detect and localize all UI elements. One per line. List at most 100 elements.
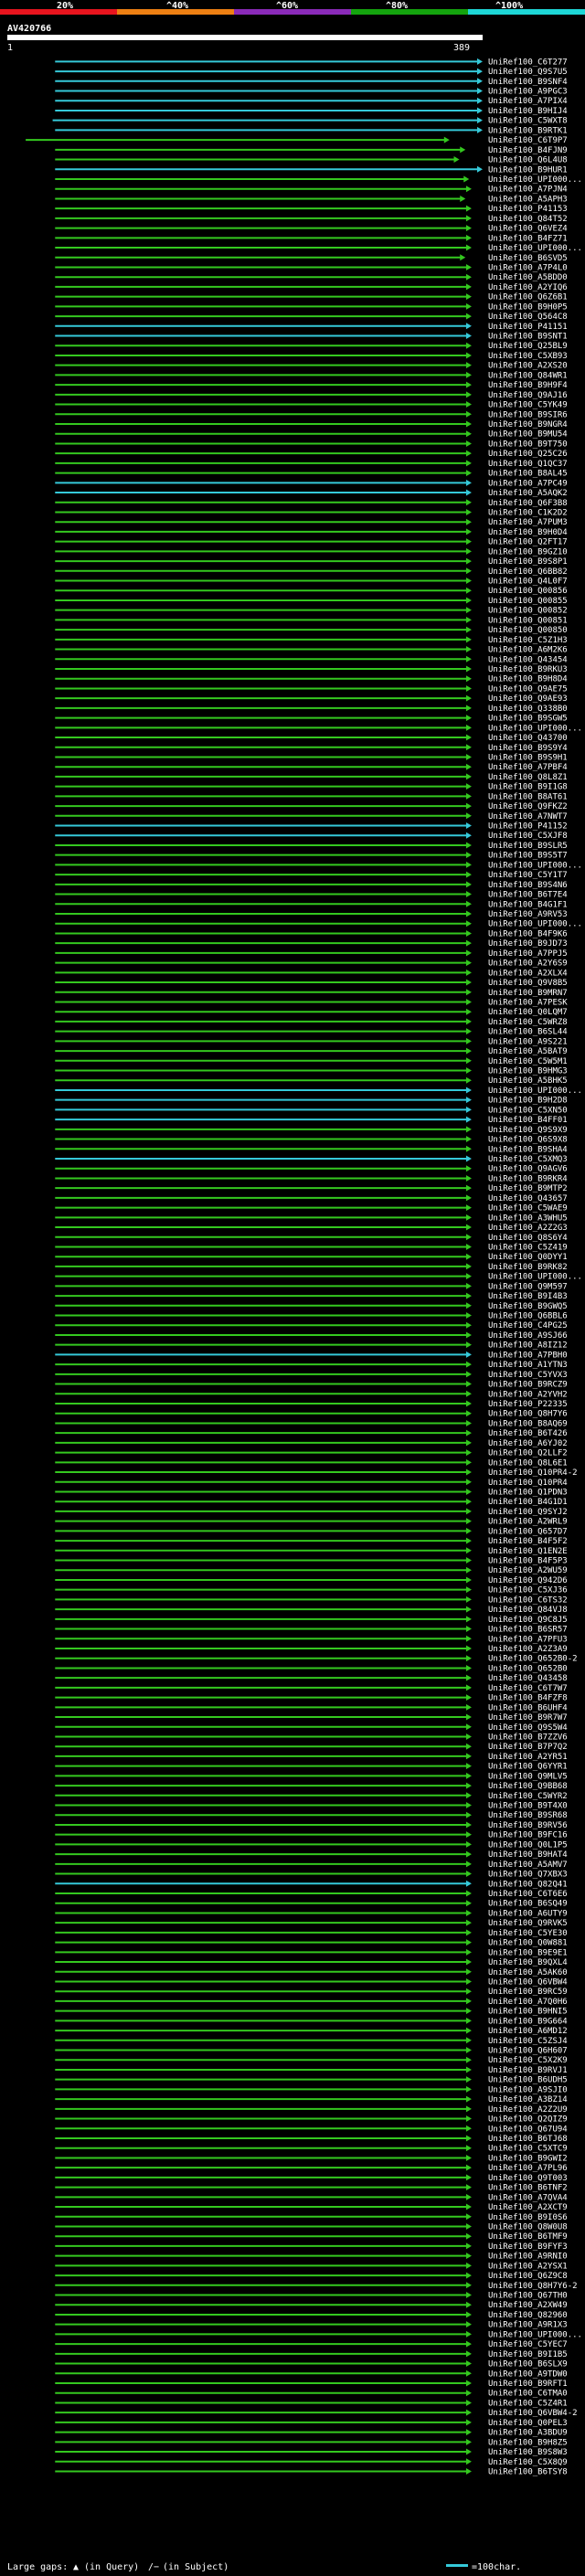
hit-label[interactable]: UniRef100_B8AL45: [488, 470, 568, 479]
hit-label[interactable]: UniRef100_B9RC59: [488, 1988, 568, 1997]
hit-label[interactable]: UniRef100_B9I4B3: [488, 1292, 568, 1301]
hit-label[interactable]: UniRef100_B9RFT1: [488, 2380, 568, 2389]
hit-label[interactable]: UniRef100_B4G1D1: [488, 1498, 568, 1507]
hit-label[interactable]: UniRef100_Q338B0: [488, 705, 568, 714]
hit-label[interactable]: UniRef100_B8AQ69: [488, 1419, 568, 1428]
hit-label[interactable]: UniRef100_Q9AJ16: [488, 391, 568, 400]
hit-label[interactable]: UniRef100_B6TNF2: [488, 2184, 568, 2193]
hit-label[interactable]: UniRef100_Q942D6: [488, 1576, 568, 1585]
hit-label[interactable]: UniRef100_B9HNI5: [488, 2008, 568, 2017]
hit-label[interactable]: UniRef100_P41151: [488, 323, 568, 332]
hit-label[interactable]: UniRef100_C5YK49: [488, 401, 568, 410]
hit-label[interactable]: UniRef100_B9HMG3: [488, 1067, 568, 1076]
hit-label[interactable]: UniRef100_Q6VEZ4: [488, 225, 568, 234]
hit-label[interactable]: UniRef100_B9S5T7: [488, 852, 568, 861]
hit-label[interactable]: UniRef100_A5AK60: [488, 1968, 568, 1977]
hit-label[interactable]: UniRef100_UPI000...: [488, 724, 582, 733]
hit-label[interactable]: UniRef100_Q657D7: [488, 1527, 568, 1536]
hit-label[interactable]: UniRef100_B9H2D8: [488, 1097, 568, 1106]
hit-label[interactable]: UniRef100_Q2QIZ9: [488, 2115, 568, 2125]
hit-label[interactable]: UniRef100_Q652B0-2: [488, 1655, 578, 1664]
hit-label[interactable]: UniRef100_B9H0P5: [488, 302, 568, 312]
hit-label[interactable]: UniRef100_B9I1G8: [488, 783, 568, 792]
hit-label[interactable]: UniRef100_C5XB93: [488, 352, 568, 361]
hit-label[interactable]: UniRef100_C6T277: [488, 58, 568, 67]
hit-label[interactable]: UniRef100_Q9S7U5: [488, 68, 568, 77]
hit-label[interactable]: UniRef100_A7QVA4: [488, 2193, 568, 2202]
hit-label[interactable]: UniRef100_A9RNI0: [488, 2253, 568, 2262]
hit-label[interactable]: UniRef100_Q6Z6B1: [488, 293, 568, 302]
hit-label[interactable]: UniRef100_A7PESK: [488, 998, 568, 1007]
hit-label[interactable]: UniRef100_A6YJ02: [488, 1439, 568, 1448]
hit-label[interactable]: UniRef100_A3BZ14: [488, 2095, 568, 2104]
hit-label[interactable]: UniRef100_C5XJ36: [488, 1586, 568, 1595]
hit-label[interactable]: UniRef100_Q84T52: [488, 215, 568, 224]
hit-label[interactable]: UniRef100_C5ZSJ4: [488, 2037, 568, 2046]
hit-label[interactable]: UniRef100_B9H9F4: [488, 381, 568, 390]
hit-label[interactable]: UniRef100_Q84WR1: [488, 371, 568, 380]
hit-label[interactable]: UniRef100_C4PG25: [488, 1321, 568, 1330]
hit-label[interactable]: UniRef100_Q00855: [488, 597, 568, 606]
hit-label[interactable]: UniRef100_Q84VJ8: [488, 1606, 568, 1615]
hit-label[interactable]: UniRef100_Q6F3B8: [488, 499, 568, 508]
hit-label[interactable]: UniRef100_Q9SYJ2: [488, 1508, 568, 1517]
hit-label[interactable]: UniRef100_B6SR57: [488, 1626, 568, 1635]
hit-label[interactable]: UniRef100_B4FF01: [488, 1116, 568, 1125]
hit-label[interactable]: UniRef100_A2YVH2: [488, 1390, 568, 1399]
hit-label[interactable]: UniRef100_B9R7W7: [488, 1713, 568, 1723]
hit-label[interactable]: UniRef100_A7PL96: [488, 2164, 568, 2173]
hit-label[interactable]: UniRef100_B4F9K6: [488, 929, 568, 938]
hit-label[interactable]: UniRef100_A2Z2U9: [488, 2105, 568, 2115]
hit-label[interactable]: UniRef100_UPI000...: [488, 244, 582, 253]
hit-label[interactable]: UniRef100_B9RV56: [488, 1821, 568, 1830]
hit-label[interactable]: UniRef100_B6TJ68: [488, 2135, 568, 2144]
hit-label[interactable]: UniRef100_Q7XBX3: [488, 1871, 568, 1880]
hit-label[interactable]: UniRef100_UPI000...: [488, 861, 582, 870]
hit-label[interactable]: UniRef100_A7Q0H6: [488, 1998, 568, 2007]
hit-label[interactable]: UniRef100_Q8W0U8: [488, 2222, 568, 2231]
hit-label[interactable]: UniRef100_A9SJ66: [488, 1331, 568, 1341]
hit-label[interactable]: UniRef100_UPI000...: [488, 1087, 582, 1096]
hit-label[interactable]: UniRef100_Q564C8: [488, 313, 568, 322]
hit-label[interactable]: UniRef100_C5WRZ8: [488, 1018, 568, 1027]
hit-label[interactable]: UniRef100_A2YIQ6: [488, 283, 568, 292]
hit-label[interactable]: UniRef100_Q8H7Y6: [488, 1410, 568, 1419]
hit-label[interactable]: UniRef100_B9HAT4: [488, 1850, 568, 1860]
hit-label[interactable]: UniRef100_UPI000...: [488, 920, 582, 929]
hit-label[interactable]: UniRef100_Q9AE75: [488, 684, 568, 694]
hit-label[interactable]: UniRef100_A9S221: [488, 1037, 568, 1046]
hit-label[interactable]: UniRef100_Q652B0: [488, 1664, 568, 1673]
hit-label[interactable]: UniRef100_B9RK82: [488, 1263, 568, 1272]
hit-label[interactable]: UniRef100_B9HUR1: [488, 165, 568, 175]
hit-label[interactable]: UniRef100_A7PFU3: [488, 1635, 568, 1644]
hit-label[interactable]: UniRef100_A2YSX1: [488, 2262, 568, 2271]
hit-label[interactable]: UniRef100_A2YR51: [488, 1753, 568, 1762]
hit-label[interactable]: UniRef100_B9H0D4: [488, 528, 568, 537]
hit-label[interactable]: UniRef100_A5AMV7: [488, 1860, 568, 1870]
hit-label[interactable]: UniRef100_B9QXL4: [488, 1958, 568, 1967]
hit-label[interactable]: UniRef100_B4FZ71: [488, 234, 568, 243]
hit-label[interactable]: UniRef100_C5WXT8: [488, 117, 568, 126]
hit-label[interactable]: UniRef100_A8IZ12: [488, 1341, 568, 1351]
hit-label[interactable]: UniRef100_C5YE30: [488, 1929, 568, 1938]
hit-label[interactable]: UniRef100_B9SIR6: [488, 410, 568, 419]
hit-label[interactable]: UniRef100_B9S9Y4: [488, 744, 568, 753]
hit-label[interactable]: UniRef100_A9R1X3: [488, 2321, 568, 2330]
hit-label[interactable]: UniRef100_A9RV53: [488, 910, 568, 919]
hit-label[interactable]: UniRef100_Q25C26: [488, 450, 568, 459]
hit-label[interactable]: UniRef100_A3WHU5: [488, 1214, 568, 1223]
hit-label[interactable]: UniRef100_B9MU54: [488, 430, 568, 440]
hit-label[interactable]: UniRef100_P41153: [488, 205, 568, 214]
hit-label[interactable]: UniRef100_A7PIX4: [488, 97, 568, 106]
hit-label[interactable]: UniRef100_A7PPJ5: [488, 949, 568, 959]
hit-label[interactable]: UniRef100_Q9BB68: [488, 1782, 568, 1791]
hit-label[interactable]: UniRef100_B9GZ10: [488, 547, 568, 557]
hit-label[interactable]: UniRef100_C5YVX3: [488, 1371, 568, 1380]
hit-label[interactable]: UniRef100_Q8H7Y6-2: [488, 2282, 578, 2291]
hit-label[interactable]: UniRef100_UPI000...: [488, 175, 582, 185]
hit-label[interactable]: UniRef100_B9SGW5: [488, 715, 568, 724]
hit-label[interactable]: UniRef100_C6TMA0: [488, 2390, 568, 2399]
hit-label[interactable]: UniRef100_Q0W881: [488, 1939, 568, 1948]
hit-label[interactable]: UniRef100_B9RKU3: [488, 665, 568, 674]
hit-label[interactable]: UniRef100_A6MD12: [488, 2027, 568, 2036]
